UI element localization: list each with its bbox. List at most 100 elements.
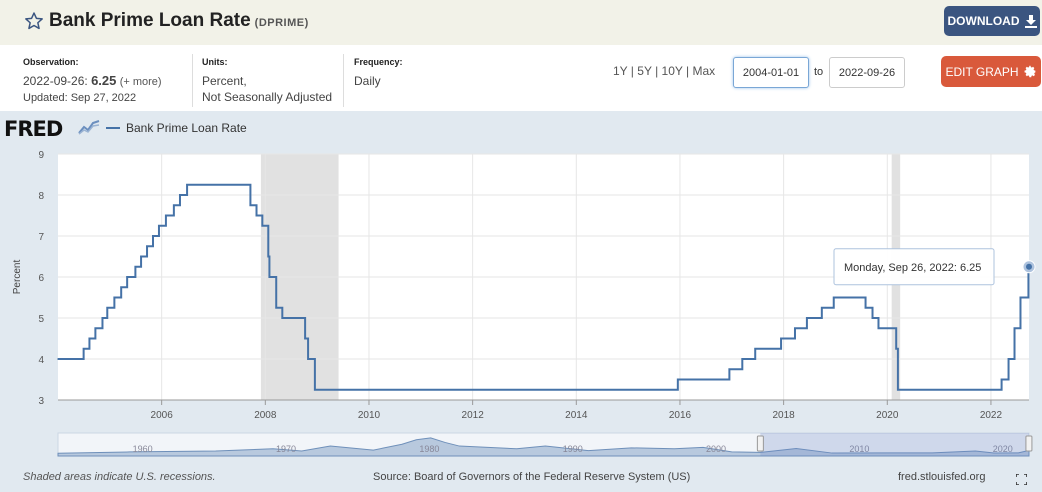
units-block: Units: Percent, Not Seasonally Adjusted	[192, 54, 344, 107]
navigator-handle-left[interactable]	[756, 435, 764, 452]
data-point	[728, 368, 731, 371]
observation-line: 2022-09-26: 6.25 (+ more)	[23, 73, 191, 90]
x-tick-label: 2012	[462, 410, 485, 421]
y-tick-label: 3	[38, 396, 44, 407]
data-point	[741, 358, 744, 360]
y-tick-label: 7	[38, 232, 44, 243]
range-5y[interactable]: 5Y	[637, 64, 652, 78]
data-point	[897, 388, 899, 391]
gear-icon	[1024, 65, 1035, 78]
data-point	[134, 265, 137, 268]
data-point	[794, 327, 796, 330]
logo-graph-icon	[78, 119, 100, 135]
data-point	[120, 286, 122, 289]
frequency-block: Frequency: Daily	[343, 54, 413, 107]
chart-legend: Bank Prime Loan Rate	[106, 121, 247, 135]
data-point	[832, 296, 835, 299]
data-point	[88, 337, 91, 340]
tooltip-text: Monday, Sep 26, 2022: 6.25	[844, 262, 981, 274]
recession-note: Shaded areas indicate U.S. recessions.	[23, 471, 216, 483]
data-point	[267, 255, 270, 258]
y-tick-label: 4	[38, 355, 44, 366]
data-point	[158, 224, 160, 227]
x-tick-label: 2008	[254, 410, 277, 421]
range-1y[interactable]: 1Y	[613, 64, 628, 78]
range-max[interactable]: Max	[692, 64, 716, 78]
end-date-input[interactable]: 2022-09-26	[829, 57, 905, 88]
navigator-tick-label: 2010	[849, 444, 869, 454]
fred-logo: FRED	[4, 117, 63, 141]
data-point	[821, 306, 823, 309]
data-point	[94, 327, 97, 330]
observation-label: Observation:	[23, 57, 79, 67]
data-point	[140, 255, 142, 258]
navigator-tick-label: 1960	[133, 444, 153, 454]
data-point	[126, 276, 128, 278]
download-button[interactable]: DOWNLOAD	[944, 6, 1040, 36]
edit-graph-button[interactable]: EDIT GRAPH	[941, 56, 1041, 87]
download-icon	[1024, 14, 1037, 28]
units-label: Units:	[202, 57, 228, 67]
x-tick-label: 2006	[151, 410, 174, 421]
x-tick-label: 2018	[772, 410, 795, 421]
download-label: DOWNLOAD	[947, 14, 1020, 28]
observation-value: 6.25	[91, 73, 117, 88]
series-line	[58, 183, 1030, 391]
data-point	[871, 317, 874, 319]
navigator-tick-label: 1990	[563, 444, 583, 454]
y-axis-label: Percent	[12, 260, 23, 295]
navigator-tick-label: 2000	[706, 444, 726, 454]
frequency-value: Daily	[354, 74, 381, 88]
star-icon[interactable]	[24, 11, 44, 31]
navigator-handle-right[interactable]	[1025, 435, 1033, 452]
y-tick-label: 8	[38, 191, 44, 202]
legend-label: Bank Prime Loan Rate	[126, 121, 247, 135]
data-point	[101, 317, 104, 319]
data-point	[1000, 378, 1003, 381]
data-point	[864, 306, 867, 309]
frequency-label: Frequency:	[354, 57, 403, 67]
data-point	[152, 235, 154, 237]
y-tick-label: 9	[38, 150, 44, 161]
source-text: Source: Board of Governors of the Federa…	[373, 471, 691, 483]
data-point	[113, 296, 116, 299]
data-point	[179, 194, 181, 196]
range-selector: 1Y | 5Y | 10Y | Max	[613, 64, 716, 78]
line-chart[interactable]: 3 4 5 6 7 8 9 2006 2008 2010 2012 2014 2016 2018 2020 2…	[0, 111, 1042, 471]
data-point	[275, 306, 278, 309]
x-tick-label: 2016	[669, 410, 692, 421]
range-10y[interactable]: 10Y	[661, 64, 683, 78]
data-point	[57, 358, 59, 360]
data-point	[314, 388, 316, 391]
navigator-selection	[760, 433, 1029, 456]
page-title: Bank Prime Loan Rate (DPRIME)	[49, 10, 309, 32]
fullscreen-icon[interactable]	[1016, 474, 1027, 485]
header: Bank Prime Loan Rate (DPRIME) DOWNLOAD	[0, 0, 1042, 45]
y-tick-label: 6	[38, 273, 44, 284]
fred-url[interactable]: fred.stlouisfed.org	[898, 471, 986, 483]
data-point	[249, 204, 252, 207]
data-point	[1013, 327, 1016, 330]
navigator-series	[57, 437, 1030, 457]
data-point	[677, 378, 679, 381]
navigator-tick-label: 2020	[993, 444, 1013, 454]
navigator-tick-label: 1980	[419, 444, 439, 454]
data-point	[82, 347, 85, 350]
x-tick-label: 2014	[565, 410, 588, 421]
data-point	[806, 317, 808, 319]
navigator-tick-label: 1970	[276, 444, 296, 454]
data-point	[106, 306, 109, 309]
tooltip-box	[833, 248, 995, 286]
data-point	[1019, 296, 1022, 299]
observation-block: Observation: 2022-09-26: 6.25 (+ more) U…	[23, 54, 191, 106]
start-date-input[interactable]: 2004-01-01	[733, 57, 809, 88]
observation-date: 2022-09-26:	[23, 74, 88, 88]
data-point	[780, 337, 782, 340]
data-point	[895, 347, 898, 350]
data-point	[255, 214, 258, 217]
x-tick-label: 2020	[876, 410, 899, 421]
x-tick-label: 2022	[980, 410, 1003, 421]
more-observations-link[interactable]: (+ more)	[119, 76, 162, 88]
data-point	[1007, 358, 1010, 360]
data-point	[268, 276, 271, 278]
